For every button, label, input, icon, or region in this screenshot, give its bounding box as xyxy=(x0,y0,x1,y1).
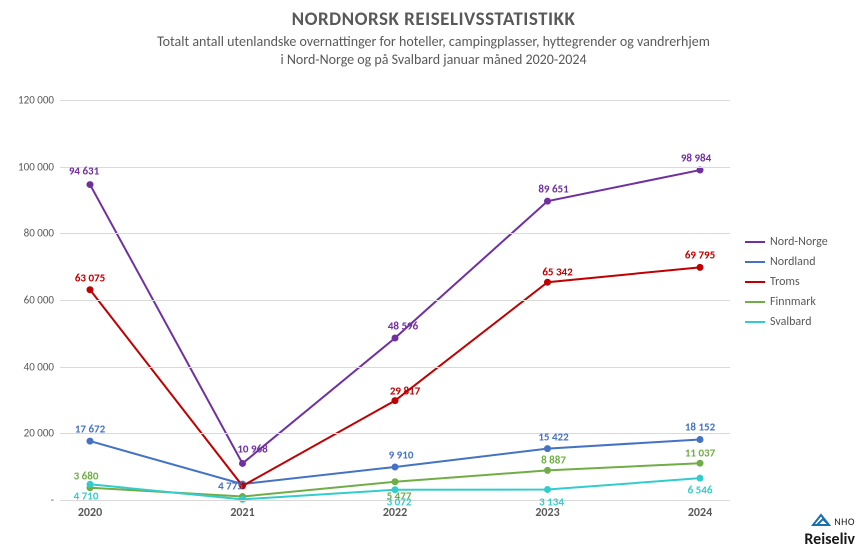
y-axis-label: 120 000 xyxy=(18,94,60,107)
data-point xyxy=(697,436,704,443)
chart-subtitle: Totalt antall utenlandske overnattinger … xyxy=(0,31,867,69)
legend-label: Finnmark xyxy=(770,295,816,309)
data-label: 4 775 xyxy=(218,480,243,493)
legend-label: Svalbard xyxy=(770,315,812,329)
data-label: 89 651 xyxy=(538,183,568,196)
data-label: 15 422 xyxy=(538,430,568,443)
legend: Nord-Norge Nordland Troms Finnmark Svalbard xyxy=(745,235,828,335)
legend-item: Nordland xyxy=(745,255,828,269)
data-label: 10 968 xyxy=(237,443,267,456)
data-point xyxy=(544,467,551,474)
data-point xyxy=(239,460,246,467)
data-point xyxy=(87,438,94,445)
y-axis-label: 20 000 xyxy=(24,427,60,440)
gridline xyxy=(60,300,730,301)
chart-container: NORDNORSK REISELIVSSTATISTIKK Totalt ant… xyxy=(0,0,867,559)
data-label: 3 072 xyxy=(387,495,412,508)
data-label: 11 037 xyxy=(685,447,715,460)
data-point xyxy=(544,445,551,452)
plot-area: -20 00040 00060 00080 000100 000120 0002… xyxy=(60,100,730,500)
data-point xyxy=(392,463,399,470)
legend-item: Finnmark xyxy=(745,295,828,309)
data-point xyxy=(544,198,551,205)
legend-swatch xyxy=(745,301,765,303)
data-label: 98 984 xyxy=(681,152,711,165)
data-label: 65 342 xyxy=(542,266,572,279)
series-line xyxy=(90,170,700,463)
chart-title: NORDNORSK REISELIVSSTATISTIKK xyxy=(0,0,867,31)
data-point xyxy=(392,478,399,485)
data-point xyxy=(544,486,551,493)
series-line xyxy=(90,439,700,484)
legend-item: Troms xyxy=(745,275,828,289)
legend-item: Svalbard xyxy=(745,315,828,329)
y-axis-label: 60 000 xyxy=(24,294,60,307)
x-axis-label: 2024 xyxy=(688,500,712,520)
legend-swatch xyxy=(745,321,765,323)
data-point xyxy=(87,286,94,293)
legend-label: Troms xyxy=(770,275,800,289)
data-point xyxy=(544,279,551,286)
data-label: 48 596 xyxy=(388,320,418,333)
gridline xyxy=(60,233,730,234)
gridline xyxy=(60,100,730,101)
data-label: 63 075 xyxy=(75,271,105,284)
subtitle-line-2: i Nord-Norge og på Svalbard januar måned… xyxy=(280,51,586,68)
legend-swatch xyxy=(745,261,765,263)
data-label: 3 134 xyxy=(539,495,564,508)
subtitle-line-1: Totalt antall utenlandske overnattinger … xyxy=(157,33,710,50)
logo-brand-text: Reiseliv xyxy=(804,530,855,549)
gridline xyxy=(60,167,730,168)
x-axis-label: 2020 xyxy=(78,500,102,520)
x-axis-label: 2021 xyxy=(230,500,254,520)
logo-icon xyxy=(811,511,831,527)
data-point xyxy=(697,264,704,271)
data-point xyxy=(392,397,399,404)
data-point xyxy=(87,181,94,188)
gridline xyxy=(60,433,730,434)
y-axis-label: 80 000 xyxy=(24,227,60,240)
legend-swatch xyxy=(745,281,765,283)
data-label: 3 680 xyxy=(74,469,99,482)
data-label: 4 710 xyxy=(74,490,99,503)
legend-item: Nord-Norge xyxy=(745,235,828,249)
data-label: 6 546 xyxy=(688,484,713,497)
y-axis-label: 40 000 xyxy=(24,360,60,373)
data-label: 9 910 xyxy=(389,448,414,461)
legend-swatch xyxy=(745,241,765,243)
data-point xyxy=(697,475,704,482)
data-point xyxy=(697,460,704,467)
legend-label: Nord-Norge xyxy=(770,235,828,249)
gridline xyxy=(60,367,730,368)
y-axis-label: 100 000 xyxy=(18,160,60,173)
data-label: 18 152 xyxy=(685,421,715,434)
data-label: 8 887 xyxy=(541,454,566,467)
data-label: 94 631 xyxy=(69,164,99,177)
logo: NHO Reiseliv xyxy=(804,511,855,549)
data-label: 17 672 xyxy=(75,423,105,436)
legend-label: Nordland xyxy=(770,255,816,269)
data-point xyxy=(392,335,399,342)
data-label: 29 817 xyxy=(390,384,420,397)
logo-top-text: NHO xyxy=(834,515,855,528)
y-axis-label: - xyxy=(51,494,60,507)
data-label: 69 795 xyxy=(685,249,715,262)
